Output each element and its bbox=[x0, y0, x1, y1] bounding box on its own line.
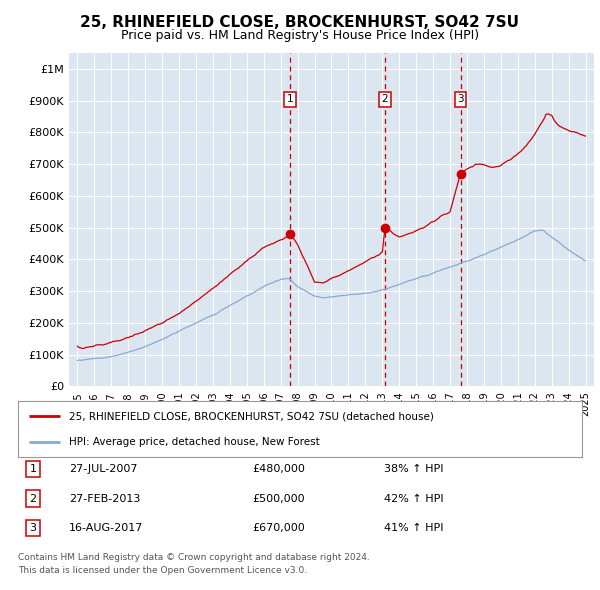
Text: Price paid vs. HM Land Registry's House Price Index (HPI): Price paid vs. HM Land Registry's House … bbox=[121, 30, 479, 42]
Text: 2: 2 bbox=[29, 494, 37, 503]
Text: 16-AUG-2017: 16-AUG-2017 bbox=[69, 523, 143, 533]
Text: HPI: Average price, detached house, New Forest: HPI: Average price, detached house, New … bbox=[69, 437, 320, 447]
Text: 27-JUL-2007: 27-JUL-2007 bbox=[69, 464, 137, 474]
Text: 25, RHINEFIELD CLOSE, BROCKENHURST, SO42 7SU: 25, RHINEFIELD CLOSE, BROCKENHURST, SO42… bbox=[80, 15, 520, 30]
Text: 42% ↑ HPI: 42% ↑ HPI bbox=[384, 494, 443, 503]
Text: 41% ↑ HPI: 41% ↑ HPI bbox=[384, 523, 443, 533]
Text: 25, RHINEFIELD CLOSE, BROCKENHURST, SO42 7SU (detached house): 25, RHINEFIELD CLOSE, BROCKENHURST, SO42… bbox=[69, 411, 434, 421]
Text: 1: 1 bbox=[29, 464, 37, 474]
Text: £670,000: £670,000 bbox=[252, 523, 305, 533]
Text: 3: 3 bbox=[29, 523, 37, 533]
Text: This data is licensed under the Open Government Licence v3.0.: This data is licensed under the Open Gov… bbox=[18, 566, 307, 575]
Text: 38% ↑ HPI: 38% ↑ HPI bbox=[384, 464, 443, 474]
Text: Contains HM Land Registry data © Crown copyright and database right 2024.: Contains HM Land Registry data © Crown c… bbox=[18, 553, 370, 562]
Text: 27-FEB-2013: 27-FEB-2013 bbox=[69, 494, 140, 503]
Text: £500,000: £500,000 bbox=[252, 494, 305, 503]
Text: 2: 2 bbox=[382, 94, 388, 104]
Text: 1: 1 bbox=[287, 94, 293, 104]
Text: £480,000: £480,000 bbox=[252, 464, 305, 474]
Text: 3: 3 bbox=[457, 94, 464, 104]
